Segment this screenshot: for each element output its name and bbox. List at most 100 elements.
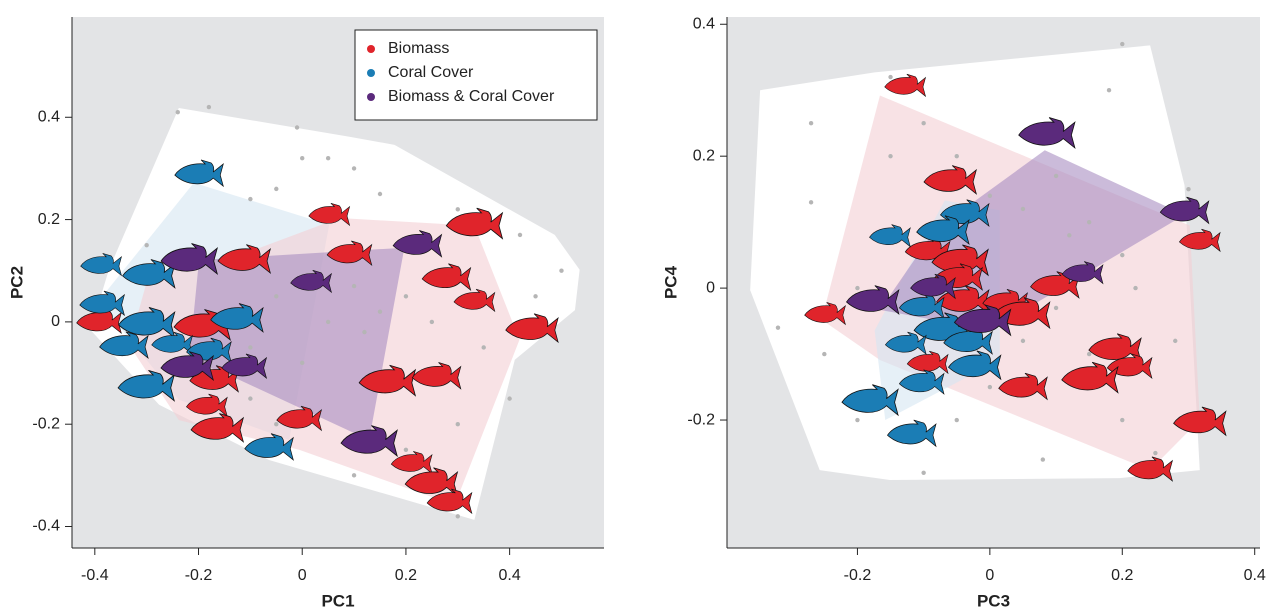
fish-marker: [217, 244, 271, 275]
y-tick-label: 0.4: [38, 108, 60, 125]
point: [294, 125, 300, 130]
point: [1173, 338, 1178, 344]
fish-marker: [421, 263, 472, 291]
y-axis-title: PC2: [7, 266, 26, 299]
fish-marker: [884, 331, 927, 355]
fish-marker: [151, 331, 194, 356]
point: [206, 104, 212, 110]
point: [1086, 351, 1092, 357]
x-tick-label: -0.4: [81, 567, 109, 584]
point: [274, 422, 279, 427]
point: [559, 268, 564, 273]
point: [888, 74, 893, 80]
point: [248, 196, 253, 202]
fish-marker: [846, 285, 900, 315]
point: [855, 417, 860, 423]
fish-marker: [898, 369, 945, 395]
point: [1040, 457, 1046, 462]
point: [1186, 186, 1191, 192]
point: [888, 153, 893, 159]
fish-marker: [174, 159, 224, 188]
point: [429, 319, 435, 325]
fish-marker: [998, 372, 1048, 401]
point: [325, 155, 331, 161]
fish-marker: [910, 273, 956, 300]
legend-label: Coral Cover: [388, 64, 474, 81]
point: [403, 294, 409, 299]
point: [377, 309, 383, 314]
x-axis-title: PC3: [977, 591, 1010, 610]
point: [351, 166, 357, 171]
fish-marker: [99, 331, 149, 360]
fish-marker: [841, 384, 899, 417]
point: [1053, 173, 1059, 179]
fish-marker: [340, 425, 398, 458]
point: [1020, 338, 1026, 344]
point: [455, 207, 460, 212]
legend-swatch: [367, 45, 375, 53]
point: [507, 396, 512, 401]
point: [455, 514, 460, 519]
fish-marker: [453, 288, 496, 313]
point: [1120, 252, 1125, 258]
fish-marker: [390, 451, 433, 475]
fish-marker: [118, 307, 176, 339]
fish-marker: [869, 224, 911, 248]
y-tick-label: -0.2: [687, 411, 715, 428]
point: [1053, 305, 1059, 311]
point: [362, 329, 367, 335]
point: [987, 193, 993, 198]
x-tick-label: 0.2: [395, 567, 417, 584]
fish-marker: [160, 243, 218, 275]
y-tick-label: 0: [51, 313, 60, 330]
fish-marker: [898, 293, 945, 320]
x-tick-label: 0: [298, 567, 307, 584]
fish-marker: [404, 467, 459, 498]
legend-label: Biomass: [388, 40, 449, 57]
x-tick-label: 0.2: [1111, 567, 1133, 584]
fish-marker: [411, 362, 462, 390]
point: [517, 232, 523, 238]
point: [954, 153, 959, 159]
fish-marker: [79, 290, 125, 317]
fish-marker: [1178, 228, 1221, 253]
point: [954, 417, 959, 423]
fish-marker: [290, 269, 332, 294]
fish-marker: [308, 202, 351, 227]
point: [921, 121, 926, 126]
point: [248, 345, 253, 350]
point: [481, 345, 486, 350]
fish-marker: [1061, 361, 1119, 394]
fish-marker: [1173, 406, 1227, 437]
fish-marker: [1106, 353, 1153, 380]
point: [351, 283, 357, 289]
fish-marker: [276, 405, 323, 432]
point: [351, 473, 357, 478]
legend-swatch: [367, 69, 375, 77]
x-axis-title: PC1: [321, 591, 354, 610]
fish-marker: [326, 240, 373, 266]
hull: [189, 247, 405, 441]
point: [274, 186, 279, 192]
point: [1067, 233, 1072, 238]
y-tick-label: 0.4: [693, 15, 715, 32]
fish-marker: [947, 350, 1002, 381]
fish-marker: [943, 327, 993, 355]
legend-box: [354, 29, 598, 121]
fish-marker: [916, 215, 970, 246]
point: [300, 360, 305, 366]
point: [987, 384, 993, 390]
fish-marker: [76, 308, 122, 335]
point: [1086, 219, 1092, 225]
x-tick-label: -0.2: [185, 567, 213, 584]
fish-marker: [221, 353, 268, 380]
fish-marker: [244, 433, 294, 461]
fish-marker: [1088, 333, 1142, 364]
point: [1120, 41, 1125, 47]
y-tick-label: 0.2: [38, 211, 60, 228]
legend-label: Biomass & Coral Cover: [388, 88, 555, 105]
point: [325, 319, 331, 325]
point: [1106, 88, 1112, 93]
fish-marker: [1159, 196, 1210, 225]
